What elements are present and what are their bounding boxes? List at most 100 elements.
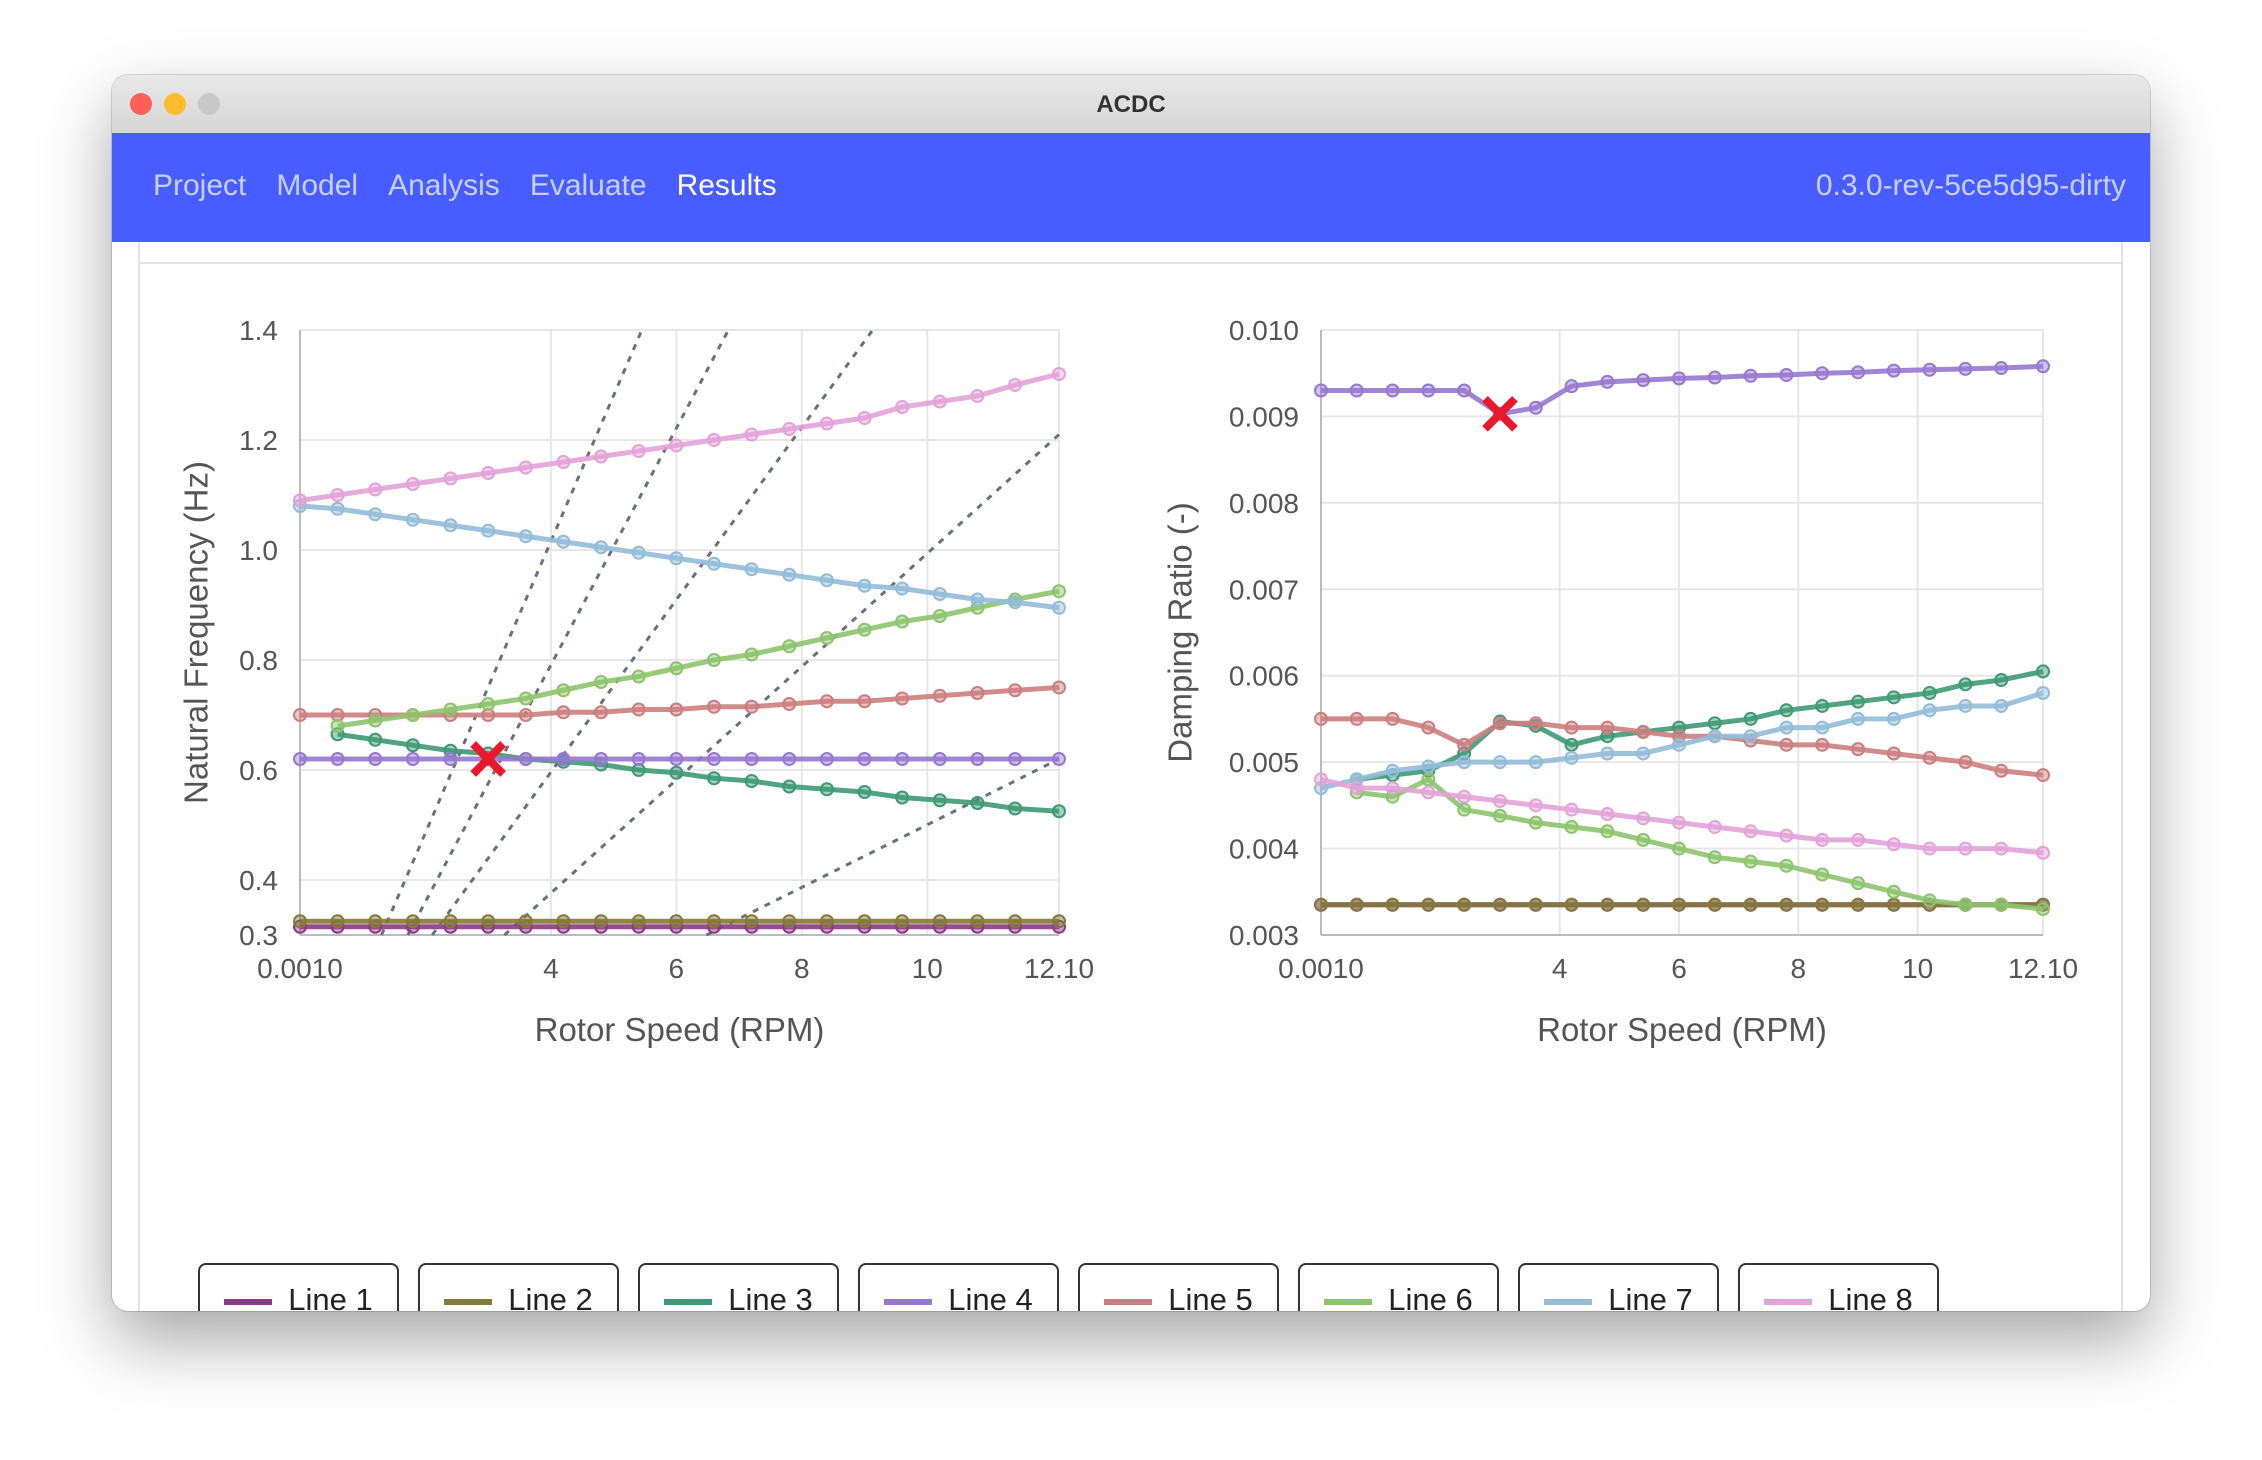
data-point bbox=[1886, 690, 1901, 705]
legend-button[interactable]: Line 1 bbox=[198, 1263, 399, 1311]
y-tick-label: 0.010 bbox=[1229, 315, 1299, 346]
data-point bbox=[1421, 720, 1436, 735]
data-point bbox=[1779, 720, 1794, 735]
data-point bbox=[782, 422, 797, 436]
legend-label: Line 4 bbox=[948, 1282, 1033, 1311]
x-axis-label: Rotor Speed (RPM) bbox=[1537, 1011, 1827, 1048]
reference-line bbox=[406, 329, 730, 936]
data-point bbox=[895, 614, 910, 629]
series-line bbox=[1321, 716, 2044, 778]
data-point bbox=[1492, 755, 1507, 770]
x-axis-label: Rotor Speed (RPM) bbox=[535, 1011, 825, 1048]
close-button[interactable] bbox=[130, 93, 152, 115]
data-point bbox=[556, 683, 571, 698]
nav-item[interactable]: Results bbox=[676, 169, 777, 202]
data-point bbox=[1886, 711, 1901, 726]
data-point bbox=[631, 914, 646, 929]
data-point bbox=[594, 540, 609, 555]
data-point bbox=[857, 785, 872, 799]
legend-swatch bbox=[664, 1298, 713, 1305]
data-point bbox=[293, 708, 307, 722]
x-tick-label: 0.0010 bbox=[1278, 953, 1364, 984]
legend-label: Line 5 bbox=[1168, 1282, 1253, 1311]
results-panel: Line 1 Line 2 Line 3 Line 4 Line 5 Line 6 Line… bbox=[138, 242, 2123, 1311]
y-tick-label: 0.003 bbox=[1229, 920, 1299, 951]
legend-label: Line 8 bbox=[1828, 1282, 1913, 1311]
data-point bbox=[1600, 807, 1615, 821]
data-point bbox=[1421, 772, 1436, 787]
data-point bbox=[1052, 680, 1066, 695]
data-point bbox=[368, 732, 383, 747]
data-point bbox=[1421, 383, 1436, 398]
legend-button[interactable]: Line 3 bbox=[638, 1263, 839, 1311]
data-point bbox=[895, 914, 910, 929]
data-point bbox=[1886, 897, 1901, 912]
nav-item[interactable]: Model bbox=[276, 169, 359, 202]
legend-button[interactable]: Line 4 bbox=[858, 1263, 1059, 1311]
data-point bbox=[1994, 673, 2009, 688]
data-point bbox=[556, 752, 571, 766]
data-point bbox=[1636, 811, 1651, 826]
data-point bbox=[1922, 686, 1937, 700]
data-point bbox=[1671, 841, 1686, 856]
data-point bbox=[782, 697, 797, 711]
x-tick-label: 4 bbox=[1552, 953, 1568, 984]
data-point bbox=[744, 562, 759, 577]
data-point bbox=[518, 691, 533, 706]
data-point bbox=[1958, 698, 1973, 713]
data-point bbox=[518, 460, 533, 475]
data-point bbox=[481, 466, 496, 480]
x-tick-label: 10 bbox=[1902, 953, 1933, 984]
data-point bbox=[556, 534, 571, 549]
legend-button[interactable]: Line 7 bbox=[1518, 1263, 1719, 1311]
legend-button[interactable]: Line 8 bbox=[1738, 1263, 1939, 1311]
data-point bbox=[1600, 746, 1615, 761]
data-point bbox=[1421, 759, 1436, 774]
data-point bbox=[405, 914, 420, 929]
data-point bbox=[669, 702, 684, 717]
reference-line bbox=[705, 757, 1060, 937]
data-point bbox=[1779, 897, 1794, 912]
app-window: ACDC Project Model Analysis Evaluate Results… bbox=[112, 75, 2150, 1311]
data-point bbox=[518, 914, 533, 929]
data-point bbox=[330, 501, 345, 516]
data-point bbox=[706, 699, 721, 714]
data-point bbox=[1743, 729, 1758, 744]
data-point bbox=[706, 433, 721, 447]
data-point bbox=[706, 653, 721, 667]
y-tick-label: 0.009 bbox=[1229, 401, 1299, 432]
data-point bbox=[1671, 371, 1686, 386]
data-point bbox=[1600, 897, 1615, 912]
data-point bbox=[1851, 897, 1866, 912]
nav-item[interactable]: Evaluate bbox=[529, 169, 647, 202]
data-point bbox=[1528, 400, 1543, 415]
nav-bar: Project Model Analysis Evaluate Results 0.3.… bbox=[112, 133, 2150, 242]
data-point bbox=[1779, 737, 1794, 752]
nav-item[interactable]: Project bbox=[153, 169, 247, 202]
data-point bbox=[1743, 711, 1758, 726]
legend-button[interactable]: Line 2 bbox=[418, 1263, 619, 1311]
data-point bbox=[1528, 815, 1543, 830]
zoom-button[interactable] bbox=[198, 93, 220, 115]
data-point bbox=[1457, 755, 1472, 770]
data-point bbox=[819, 914, 834, 929]
nav-item[interactable]: Analysis bbox=[388, 169, 500, 202]
data-point bbox=[744, 774, 759, 788]
minimize-button[interactable] bbox=[164, 93, 186, 115]
data-point bbox=[744, 752, 759, 766]
data-point bbox=[1528, 897, 1543, 912]
data-point bbox=[2036, 359, 2050, 374]
reference-line bbox=[380, 329, 644, 936]
data-point bbox=[481, 697, 496, 711]
data-point bbox=[2036, 902, 2050, 917]
data-point bbox=[1492, 897, 1507, 912]
data-point bbox=[368, 914, 383, 929]
data-point bbox=[1314, 772, 1328, 787]
legend-swatch bbox=[1324, 1298, 1373, 1305]
legend-button[interactable]: Line 5 bbox=[1078, 1263, 1279, 1311]
data-point bbox=[819, 694, 834, 709]
legend-label: Line 1 bbox=[288, 1282, 373, 1311]
data-point bbox=[1851, 694, 1866, 709]
legend-button[interactable]: Line 6 bbox=[1298, 1263, 1499, 1311]
